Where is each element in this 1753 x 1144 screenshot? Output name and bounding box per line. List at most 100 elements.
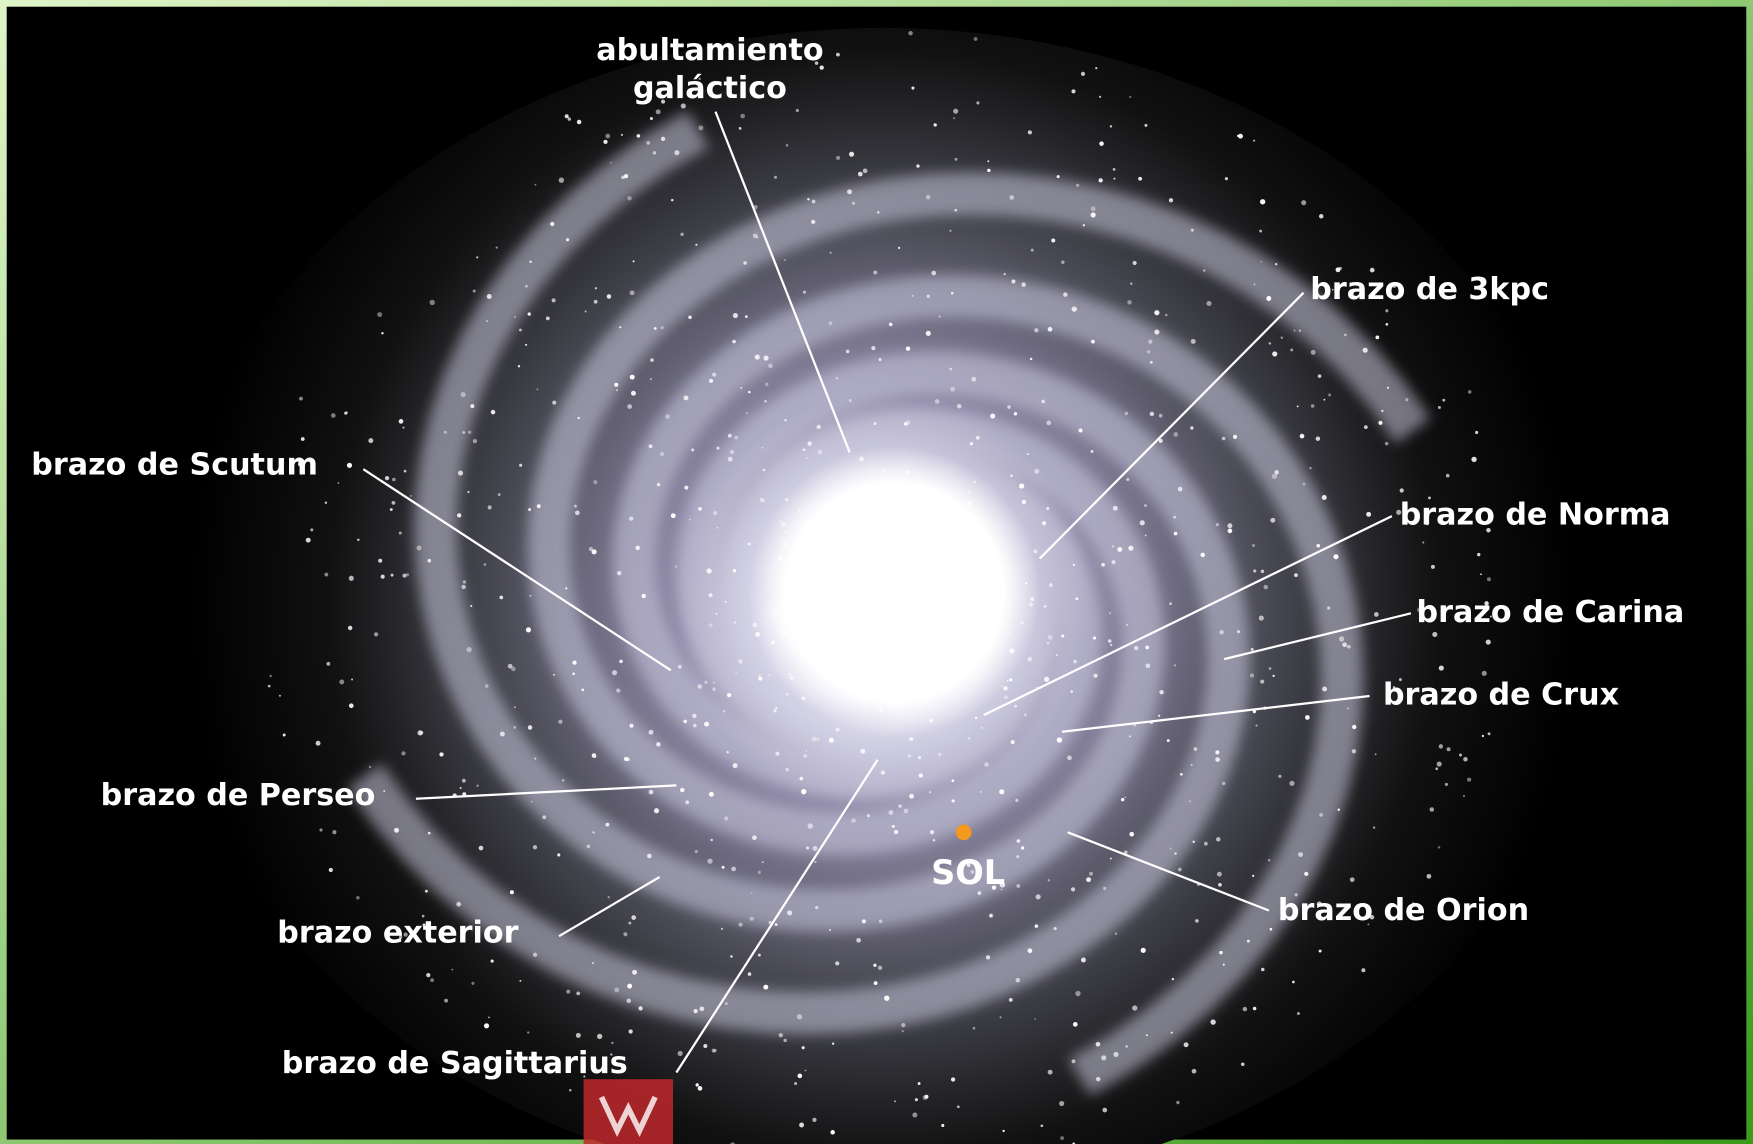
star: [671, 199, 673, 201]
star: [1467, 778, 1471, 782]
star: [1327, 607, 1330, 610]
star: [1319, 214, 1323, 218]
star: [1004, 273, 1006, 275]
star: [528, 508, 531, 511]
star: [758, 954, 761, 957]
star: [402, 427, 404, 429]
star: [758, 871, 761, 874]
star: [1067, 756, 1072, 761]
star: [1126, 478, 1129, 481]
star: [1021, 846, 1024, 849]
star: [1091, 206, 1096, 211]
star: [933, 839, 935, 841]
sun-label: SOL: [931, 853, 1005, 892]
star: [514, 706, 516, 708]
star: [641, 594, 645, 598]
star: [873, 964, 876, 967]
star: [473, 439, 477, 443]
star: [617, 571, 621, 575]
star: [1014, 412, 1017, 415]
star: [1112, 545, 1114, 547]
star: [987, 169, 990, 172]
star: [529, 261, 531, 263]
star: [1218, 883, 1222, 887]
star: [491, 960, 494, 963]
star: [763, 985, 768, 990]
star: [912, 295, 914, 297]
star: [301, 437, 305, 441]
star: [764, 400, 766, 402]
star: [1061, 261, 1064, 264]
star: [1028, 130, 1032, 134]
star: [392, 501, 396, 505]
star: [595, 287, 597, 289]
star: [916, 164, 919, 167]
star: [565, 587, 567, 589]
star: [631, 915, 636, 920]
star: [1227, 523, 1232, 528]
star: [1167, 739, 1170, 742]
star: [774, 176, 777, 179]
star: [383, 790, 385, 792]
star: [1342, 642, 1347, 647]
star: [1127, 300, 1131, 304]
star: [874, 981, 878, 985]
star: [1110, 125, 1112, 127]
star: [1191, 229, 1194, 232]
star: [693, 1009, 697, 1013]
star: [678, 665, 682, 669]
star: [1373, 826, 1375, 828]
star: [728, 434, 732, 438]
star: [1048, 327, 1053, 332]
star: [1172, 978, 1174, 980]
star: [989, 914, 992, 917]
star: [796, 109, 799, 112]
star: [1210, 1019, 1215, 1024]
star: [1089, 872, 1093, 876]
star: [310, 528, 313, 531]
star: [1361, 968, 1365, 972]
star: [1438, 406, 1441, 409]
star: [1176, 1101, 1179, 1104]
star: [597, 1034, 602, 1039]
star: [813, 846, 818, 851]
star: [762, 861, 764, 863]
star: [953, 109, 958, 114]
star: [671, 513, 676, 518]
star: [1117, 547, 1122, 552]
star: [268, 685, 271, 688]
star: [1036, 894, 1041, 899]
star: [650, 378, 652, 380]
star: [510, 890, 514, 894]
star: [884, 996, 889, 1001]
star: [1007, 405, 1010, 408]
star: [592, 962, 594, 964]
star: [550, 222, 554, 226]
star: [368, 438, 373, 443]
star: [930, 830, 934, 834]
star: [902, 1030, 904, 1032]
star: [1204, 842, 1208, 846]
star: [929, 791, 931, 793]
star: [908, 754, 911, 757]
star: [709, 792, 714, 797]
star: [1290, 348, 1293, 351]
star: [635, 546, 639, 550]
star: [519, 329, 522, 332]
star: [750, 917, 754, 921]
star: [725, 601, 727, 603]
star: [1016, 884, 1020, 888]
star: [1132, 1005, 1137, 1010]
star: [1144, 124, 1147, 127]
star: [479, 846, 484, 851]
star: [1099, 178, 1103, 182]
star: [629, 724, 633, 728]
star: [1427, 874, 1432, 879]
star: [575, 510, 580, 515]
star: [514, 316, 516, 318]
star: [1261, 968, 1265, 972]
star: [1042, 521, 1046, 525]
star: [562, 779, 565, 782]
star: [871, 346, 875, 350]
star: [546, 316, 550, 320]
